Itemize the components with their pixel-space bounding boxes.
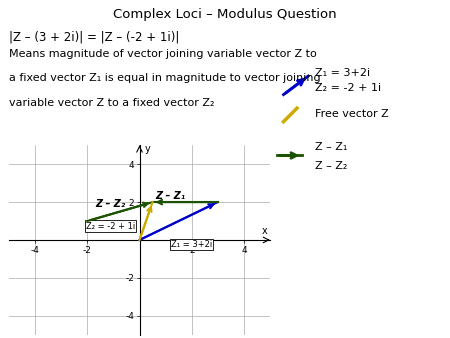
Text: |Z – (3 + 2i)| = |Z – (-2 + 1i)|: |Z – (3 + 2i)| = |Z – (-2 + 1i)| xyxy=(9,30,180,43)
Text: Z – Z₁: Z – Z₁ xyxy=(155,191,185,201)
Text: x: x xyxy=(262,226,268,236)
Text: y: y xyxy=(145,144,150,154)
Text: Z – Z₂: Z – Z₂ xyxy=(95,199,125,209)
Text: a fixed vector Z₁ is equal in magnitude to vector joining: a fixed vector Z₁ is equal in magnitude … xyxy=(9,73,320,83)
Text: Z – Z₁: Z – Z₁ xyxy=(315,142,347,152)
Text: Means magnitude of vector joining variable vector Z to: Means magnitude of vector joining variab… xyxy=(9,49,317,59)
Text: Z₁ = 3+2i: Z₁ = 3+2i xyxy=(315,68,370,78)
Text: Complex Loci – Modulus Question: Complex Loci – Modulus Question xyxy=(113,8,337,21)
Text: Z₂ = -2 + 1i: Z₂ = -2 + 1i xyxy=(315,83,381,93)
Text: variable vector Z to a fixed vector Z₂: variable vector Z to a fixed vector Z₂ xyxy=(9,98,215,108)
Text: Z – Z₂: Z – Z₂ xyxy=(315,161,347,171)
Text: Z₁ = 3+2i: Z₁ = 3+2i xyxy=(171,240,212,249)
Text: Free vector Z: Free vector Z xyxy=(315,109,389,119)
Text: Z₂ = -2 + 1i: Z₂ = -2 + 1i xyxy=(86,222,135,231)
